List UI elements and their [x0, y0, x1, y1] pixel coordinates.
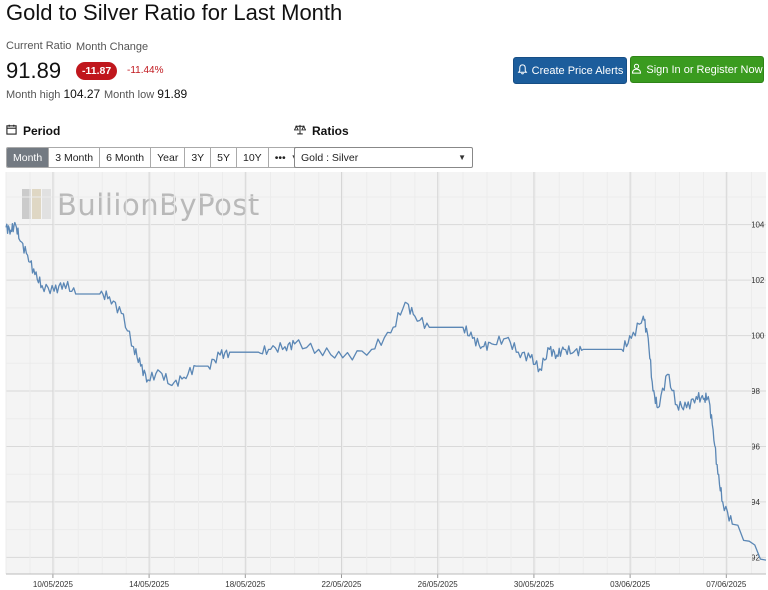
- ratios-heading: Ratios: [293, 124, 349, 138]
- x-tick-label: 18/05/2025: [225, 580, 266, 589]
- bell-icon: [517, 63, 528, 78]
- x-tick-label: 30/05/2025: [514, 580, 555, 589]
- ratios-heading-label: Ratios: [312, 124, 349, 138]
- x-tick-label: 14/05/2025: [129, 580, 170, 589]
- month-high: Month high 104.27: [6, 87, 100, 101]
- sign-in-register-label: Sign In or Register Now: [646, 63, 763, 76]
- series-line-0: [5, 221, 767, 561]
- ratio-select[interactable]: Gold : Silver ▼: [294, 147, 473, 168]
- y-tick-label: 94: [751, 498, 760, 507]
- create-price-alerts-button[interactable]: Create Price Alerts: [513, 57, 627, 84]
- month-change-percent: -11.44%: [127, 65, 164, 76]
- y-tick-label: 100: [751, 332, 765, 341]
- plot-background: [6, 172, 766, 574]
- period-3y-button[interactable]: 3Y: [185, 148, 212, 167]
- period-more-label: •••: [274, 151, 286, 164]
- period-5y-button[interactable]: 5Y: [211, 148, 237, 167]
- current-ratio-label: Current Ratio: [6, 40, 72, 52]
- x-tick-label: 07/06/2025: [706, 580, 747, 589]
- create-price-alerts-label: Create Price Alerts: [531, 64, 624, 77]
- sign-in-register-button[interactable]: Sign In or Register Now: [630, 56, 764, 83]
- month-low-value: 91.89: [157, 87, 188, 101]
- chevron-down-icon: ▼: [458, 153, 466, 162]
- page-title: Gold to Silver Ratio for Last Month: [6, 0, 343, 25]
- balance-scale-icon: [293, 124, 307, 138]
- period-3-month-button[interactable]: 3 Month: [49, 148, 101, 167]
- period-heading-label: Period: [23, 124, 61, 138]
- current-ratio-value: 91.89: [6, 58, 62, 83]
- ratio-select-value: Gold : Silver: [301, 151, 359, 164]
- period-month-button[interactable]: Month: [7, 148, 50, 167]
- period-year-button[interactable]: Year: [151, 148, 186, 167]
- y-tick-label: 104: [751, 221, 765, 230]
- month-high-label: Month high: [6, 89, 61, 101]
- y-tick-label: 96: [751, 442, 760, 451]
- month-low-label: Month low: [104, 89, 155, 101]
- month-change-label: Month Change: [76, 41, 149, 53]
- y-tick-label: 102: [751, 276, 765, 285]
- watermark-logo: [22, 189, 51, 219]
- calendar-icon: [6, 124, 17, 138]
- period-heading: Period: [6, 124, 60, 138]
- period-selector: Month 3 Month 6 Month Year 3Y 5Y 10Y •••…: [6, 147, 306, 168]
- y-tick-label: 92: [751, 553, 760, 562]
- month-low: Month low 91.89: [104, 87, 187, 101]
- user-icon: [631, 63, 642, 77]
- x-tick-label: 03/06/2025: [610, 580, 651, 589]
- x-tick-label: 22/05/2025: [321, 580, 362, 589]
- month-change-badge: -11.87: [76, 62, 118, 80]
- watermark-text: BullionByPost: [57, 188, 260, 222]
- ratio-chart: BullionByPost 92 94 96 98 100 102 104 10/05/2025…: [5, 172, 767, 589]
- x-tick-label: 10/05/2025: [33, 580, 74, 589]
- y-tick-label: 98: [751, 387, 760, 396]
- x-tick-label: 26/05/2025: [418, 580, 459, 589]
- period-10y-button[interactable]: 10Y: [237, 148, 269, 167]
- period-6-month-button[interactable]: 6 Month: [100, 148, 152, 167]
- month-high-value: 104.27: [63, 87, 101, 101]
